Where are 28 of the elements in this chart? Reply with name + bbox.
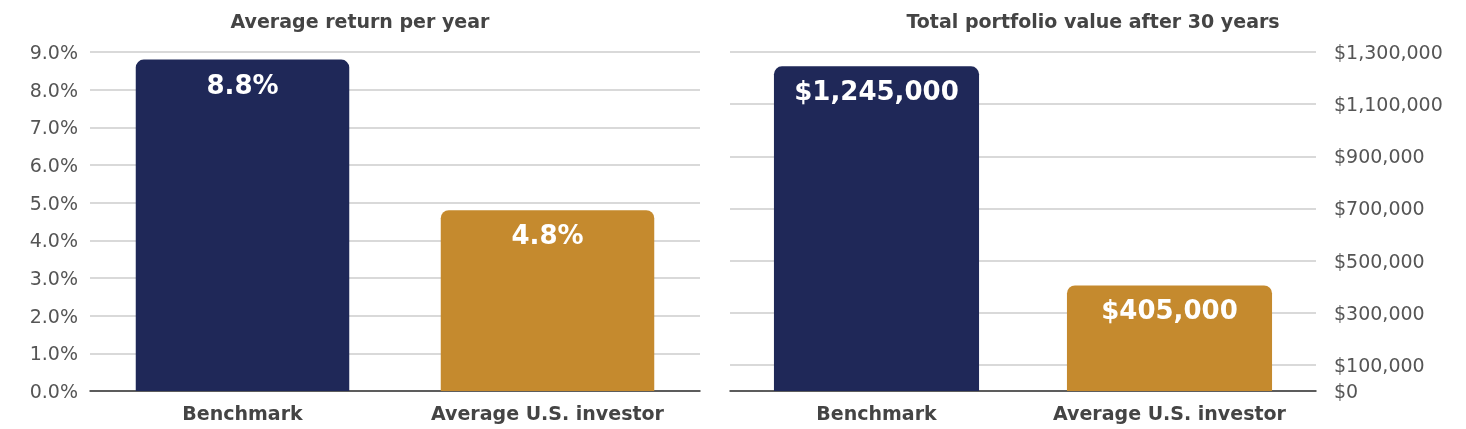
data-label: $405,000 [1101, 295, 1238, 326]
y-tick-label: 7.0% [29, 116, 78, 139]
data-label: 8.8% [206, 69, 279, 100]
y-tick-label: $900,000 [1334, 145, 1425, 168]
y-tick-label: 9.0% [29, 41, 78, 63]
x-tick-label: Benchmark [182, 401, 304, 424]
chart-title: Average return per year [230, 9, 491, 32]
y-tick-label: 2.0% [29, 304, 78, 327]
y-tick-label: 1.0% [29, 342, 78, 365]
y-tick-label: 3.0% [29, 267, 78, 289]
data-label: 4.8% [511, 220, 584, 251]
x-tick-label: Average U.S. investor [1053, 401, 1287, 424]
y-tick-label: $100,000 [1334, 353, 1425, 376]
y-tick-label: 8.0% [29, 78, 78, 101]
y-tick-label: 5.0% [29, 191, 78, 214]
chart-title: Total portfolio value after 30 years [906, 9, 1280, 32]
y-tick-label: $1,300,000 [1334, 41, 1443, 63]
y-tick-label: 6.0% [29, 154, 78, 176]
y-tick-label: $300,000 [1334, 301, 1425, 324]
y-tick-label: 0.0% [29, 380, 78, 402]
y-tick-label: 4.0% [29, 229, 78, 252]
y-tick-label: $0 [1334, 380, 1359, 402]
data-label: $1,245,000 [794, 76, 959, 107]
y-tick-label: $700,000 [1334, 197, 1425, 220]
y-tick-label: $500,000 [1334, 249, 1425, 272]
x-tick-label: Average U.S. investor [431, 401, 665, 424]
y-tick-label: $1,100,000 [1334, 93, 1443, 116]
x-tick-label: Benchmark [816, 401, 938, 424]
